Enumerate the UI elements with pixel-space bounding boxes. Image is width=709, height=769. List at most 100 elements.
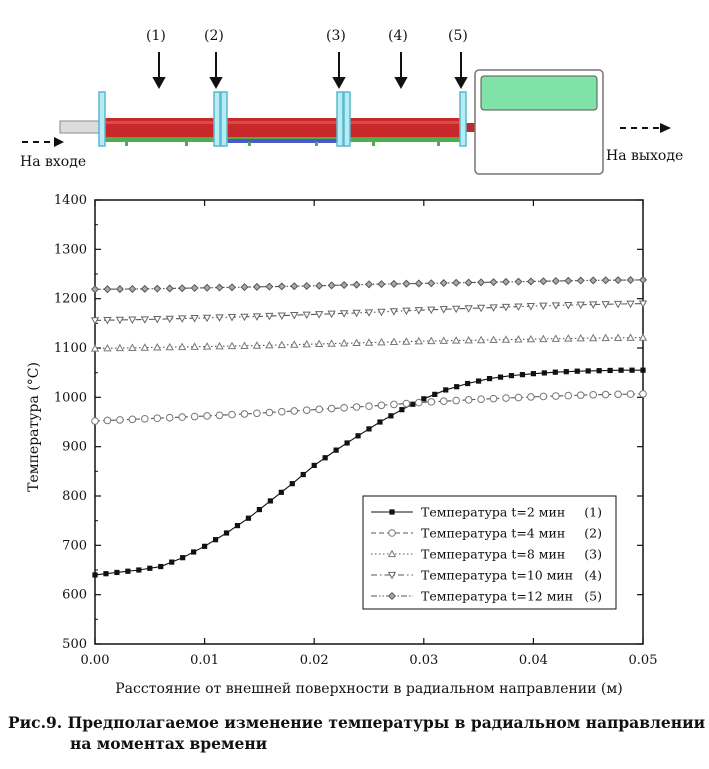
legend-entry-2: Температура t=4 мин (2) — [371, 526, 602, 541]
data-point — [90, 317, 100, 325]
data-point — [265, 312, 274, 321]
data-point — [502, 394, 510, 402]
data-point — [514, 393, 523, 402]
data-point — [476, 335, 486, 344]
data-point — [486, 375, 493, 382]
support-leg — [125, 142, 128, 146]
data-point — [514, 277, 523, 286]
chamber-window — [480, 75, 598, 111]
data-point — [91, 417, 99, 425]
data-point — [128, 343, 137, 351]
data-point — [140, 284, 149, 293]
data-point — [564, 276, 573, 285]
marker-arrowhead-5 — [454, 77, 468, 90]
data-point — [125, 568, 131, 574]
data-point — [90, 344, 100, 352]
data-point — [539, 302, 548, 311]
data-point — [103, 317, 112, 325]
data-point — [355, 433, 361, 439]
inlet-pipe — [59, 120, 103, 134]
data-point — [153, 284, 162, 293]
data-point — [278, 489, 284, 495]
data-point — [589, 301, 598, 309]
data-point — [190, 342, 199, 350]
data-point — [402, 279, 411, 288]
data-point — [215, 411, 224, 420]
data-point — [203, 412, 211, 420]
data-point — [315, 339, 324, 348]
data-point — [190, 283, 199, 292]
data-point — [315, 405, 323, 414]
flange — [220, 91, 228, 147]
data-point — [596, 368, 602, 374]
data-point — [190, 412, 199, 421]
legend-tag: (5) — [584, 589, 602, 604]
data-point — [508, 373, 515, 379]
legend-tag: (4) — [584, 568, 602, 583]
data-point — [103, 343, 112, 352]
data-point — [240, 341, 249, 349]
data-point — [576, 301, 585, 310]
data-point — [526, 303, 536, 311]
data-point — [344, 440, 350, 446]
data-point — [352, 280, 361, 289]
marker-arrowhead-4 — [394, 77, 408, 90]
y-tick-label: 900 — [62, 440, 87, 455]
series-4 — [90, 300, 648, 325]
series-2 — [91, 390, 647, 425]
data-point — [141, 414, 149, 423]
x-tick-label: 0.02 — [300, 653, 329, 668]
legend-label: Температура t=4 мин — [421, 526, 565, 541]
data-point — [147, 565, 153, 571]
data-point — [227, 314, 237, 322]
flange — [336, 91, 344, 147]
data-point — [377, 419, 383, 425]
data-point — [377, 280, 386, 289]
furnace-diagram: (1) (2) (3) (4) (5) — [20, 28, 683, 175]
data-point — [626, 276, 635, 285]
inlet-label: На входе — [20, 154, 86, 170]
data-point — [589, 390, 597, 399]
marker-label-2: (2) — [204, 28, 224, 44]
data-point — [115, 343, 125, 352]
caption-line-1: Рис.9. Предполагаемое изменение температ… — [8, 713, 706, 732]
data-point — [377, 401, 386, 410]
data-point — [322, 455, 328, 461]
data-point — [415, 398, 423, 407]
data-point — [402, 307, 411, 316]
legend-swatch-marker — [387, 591, 397, 601]
legend-swatch-marker — [387, 549, 397, 558]
data-point — [452, 278, 461, 287]
data-point — [601, 301, 610, 309]
legend-label: Температура t=12 мин — [421, 589, 573, 604]
data-point — [626, 300, 635, 309]
y-tick-label: 1100 — [54, 341, 87, 356]
data-point — [339, 338, 349, 347]
support-leg — [372, 142, 375, 146]
data-point — [103, 416, 112, 425]
tube-section-2 — [225, 118, 340, 137]
data-point — [140, 316, 149, 324]
data-point — [589, 333, 598, 342]
data-point — [601, 333, 610, 342]
data-point — [389, 308, 399, 316]
legend-swatch-marker — [387, 571, 397, 580]
data-point — [215, 314, 224, 322]
data-point — [541, 370, 547, 376]
data-point — [514, 335, 523, 343]
data-point — [245, 515, 252, 521]
data-point — [290, 282, 299, 291]
data-point — [390, 400, 398, 409]
marker-label-1: (1) — [146, 28, 166, 44]
data-point — [439, 397, 448, 405]
data-point — [626, 390, 635, 398]
y-tick-label: 800 — [62, 489, 87, 504]
tube-outlet — [463, 123, 475, 132]
data-point — [551, 276, 560, 286]
heated-tube — [104, 118, 475, 137]
data-point — [178, 315, 187, 323]
data-point — [414, 279, 423, 288]
data-point — [640, 367, 646, 373]
support-leg — [248, 142, 251, 146]
flange — [98, 91, 106, 147]
